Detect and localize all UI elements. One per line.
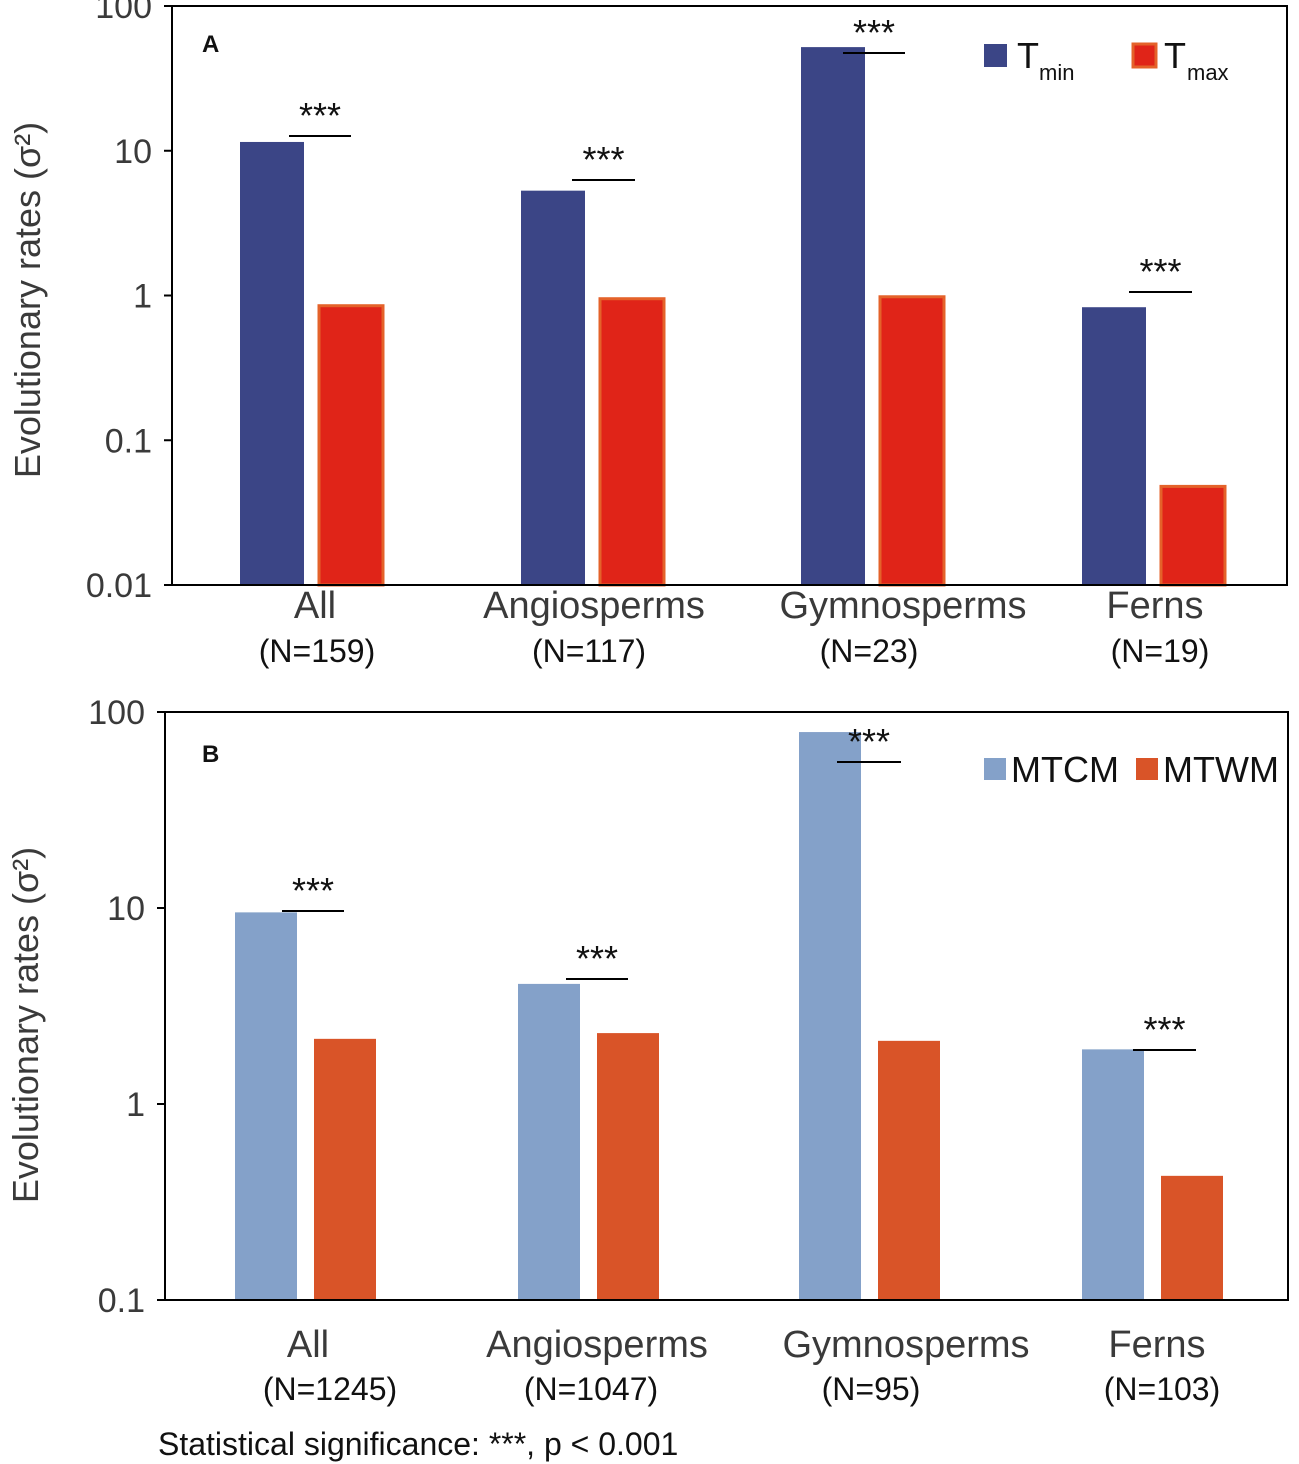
significance-stars: *** xyxy=(853,12,895,53)
bar-mtwm-angiosperms xyxy=(597,1033,659,1300)
bar-t-max-angiosperms xyxy=(598,297,666,587)
y-tick-label: 0.1 xyxy=(105,422,152,460)
bar-t-min-gymnosperms xyxy=(801,47,865,585)
bar-t-max-ferns xyxy=(1159,484,1227,587)
bar-mtcm-gymnosperms xyxy=(799,732,861,1300)
sample-size-all: (N=159) xyxy=(259,633,376,669)
legend-swatch-t-min xyxy=(984,44,1007,67)
significance-footnote: Statistical significance: ***, p < 0.001 xyxy=(158,1426,678,1462)
y-axis-label: Evolutionary rates (σ²) xyxy=(7,122,48,478)
category-label-ferns: Ferns xyxy=(1108,1324,1205,1366)
bar-mtcm-all xyxy=(235,912,297,1300)
bar-mtwm-ferns xyxy=(1161,1175,1223,1300)
legend-subscript: min xyxy=(1039,60,1074,85)
y-tick-label: 100 xyxy=(95,0,152,26)
bar-t-min-angiosperms xyxy=(521,190,585,585)
panel-label: A xyxy=(202,31,219,58)
sample-size-gymnosperms: (N=23) xyxy=(820,633,919,669)
y-tick-label: 0.1 xyxy=(98,1282,145,1320)
bar-t-max-all xyxy=(317,304,385,587)
bar-mtwm-gymnosperms xyxy=(878,1040,940,1300)
y-tick-label: 10 xyxy=(107,890,145,928)
sample-size-angiosperms: (N=1047) xyxy=(524,1371,658,1407)
legend-swatch-mtcm xyxy=(984,758,1006,780)
panel-label: B xyxy=(202,741,219,768)
sample-size-angiosperms: (N=117) xyxy=(532,633,646,669)
sample-size-ferns: (N=19) xyxy=(1111,633,1210,669)
bar-t-min-all xyxy=(240,141,304,585)
plot-frame xyxy=(164,711,1289,1301)
y-tick-label: 10 xyxy=(114,133,152,171)
category-label-angiosperms: Angiosperms xyxy=(486,1324,708,1366)
bar-mtcm-angiosperms xyxy=(518,983,580,1300)
significance-stars: *** xyxy=(582,139,624,180)
bar-t-max-gymnosperms xyxy=(878,295,946,587)
legend-label: T xyxy=(1164,35,1186,76)
category-label-all: All xyxy=(287,1324,329,1366)
y-tick-label: 1 xyxy=(126,1086,145,1124)
legend-swatch-mtwm xyxy=(1136,758,1158,780)
bar-mtwm-all xyxy=(314,1038,376,1300)
y-axis-label: Evolutionary rates (σ²) xyxy=(5,847,46,1203)
category-label-gymnosperms: Gymnosperms xyxy=(779,585,1026,627)
significance-stars: *** xyxy=(299,95,341,136)
significance-stars: *** xyxy=(848,721,890,762)
significance-stars: *** xyxy=(292,870,334,911)
panel-b: 0.1 1 10 100 Evolutionary rates (σ²) All (N=12… xyxy=(5,694,1289,1407)
sample-size-gymnosperms: (N=95) xyxy=(822,1371,921,1407)
y-tick-label: 100 xyxy=(88,694,145,732)
y-tick-label: 1 xyxy=(133,278,152,316)
bar-t-min-ferns xyxy=(1082,307,1146,585)
panel-a: 0.01 0.1 1 10 100 Evolutionary rates (σ²) All (… xyxy=(7,0,1288,669)
significance-stars: *** xyxy=(1143,1009,1185,1050)
significance-stars: *** xyxy=(576,938,618,979)
legend-subscript: max xyxy=(1187,60,1229,85)
legend-label: MTCM xyxy=(1011,749,1119,790)
category-label-all: All xyxy=(294,585,336,627)
category-label-angiosperms: Angiosperms xyxy=(483,585,705,627)
legend-label: T xyxy=(1017,35,1039,76)
category-label-ferns: Ferns xyxy=(1106,585,1203,627)
legend-label: MTWM xyxy=(1163,749,1279,790)
y-tick-label: 0.01 xyxy=(86,567,152,605)
significance-stars: *** xyxy=(1139,251,1181,292)
sample-size-ferns: (N=103) xyxy=(1104,1371,1221,1407)
legend-swatch-t-max xyxy=(1131,42,1158,69)
bar-mtcm-ferns xyxy=(1082,1049,1144,1300)
sample-size-all: (N=1245) xyxy=(263,1371,397,1407)
category-label-gymnosperms: Gymnosperms xyxy=(782,1324,1029,1366)
